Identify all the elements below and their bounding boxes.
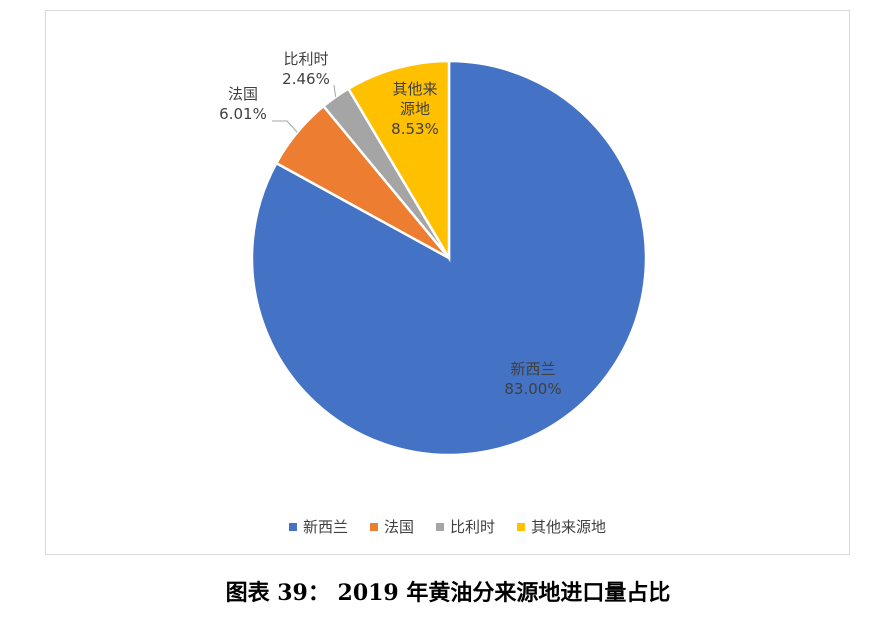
legend: 新西兰 法国 比利时 其他来源地 [46,516,849,537]
pie-chart: 新西兰 83.00% 法国 6.01% 比利时 2.46% 其他来源地 8.53% [219,50,648,457]
legend-swatch [436,522,444,531]
label-france: 法国 6.01% [219,85,267,123]
label-belgium: 比利时 2.46% [282,50,330,88]
figure-caption: 图表 39： 2019 年黄油分来源地进口量占比 [225,580,671,606]
label-other: 其他来源地 8.53% [391,80,439,138]
chart-frame: 新西兰 83.00% 法国 6.01% 比利时 2.46% 其他来源地 8.53% 新西兰 法… [45,10,850,555]
leader-belgium [333,84,337,97]
legend-item-france: 法国 [369,516,414,537]
legend-item-other: 其他来源地 [517,516,606,537]
legend-label: 比利时 [450,518,496,536]
legend-swatch [517,522,526,531]
label-new-zealand: 新西兰 83.00% [504,360,561,398]
legend-item-new-zealand: 新西兰 [288,516,348,537]
legend-label: 新西兰 [302,518,348,536]
leader-france [272,120,298,133]
legend-item-belgium: 比利时 [436,516,495,537]
slice-other [346,59,451,263]
legend-label: 其他来源地 [531,518,607,536]
legend-swatch [369,522,378,531]
legend-label: 法国 [383,518,414,536]
legend-swatch [288,522,297,531]
